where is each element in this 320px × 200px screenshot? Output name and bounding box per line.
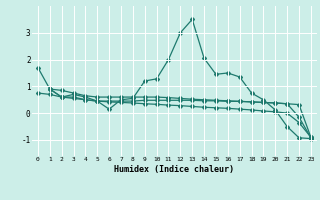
X-axis label: Humidex (Indice chaleur): Humidex (Indice chaleur) [115,165,234,174]
